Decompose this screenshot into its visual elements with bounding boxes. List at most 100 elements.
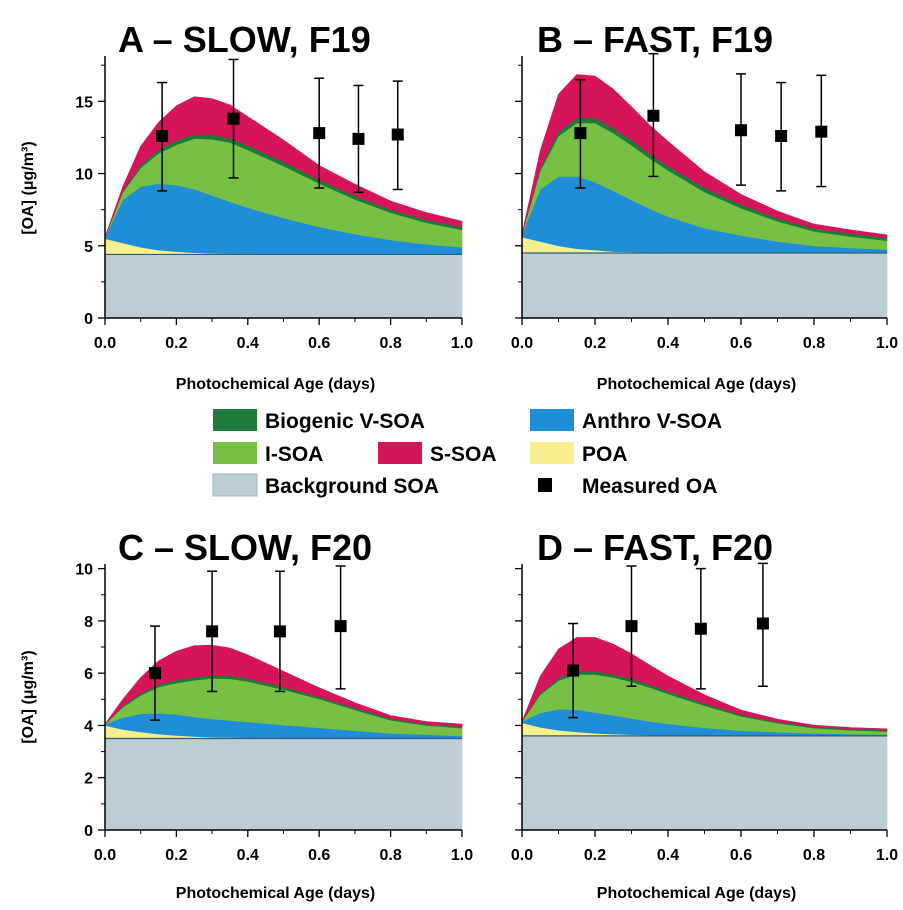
area-s-soa: [104, 96, 463, 238]
measured-oa-series: [574, 52, 828, 192]
stacked-areas: [104, 644, 463, 831]
chart-panel-1: 0 5 10 15 0.0 0.2 0.4 0.6 0.8 1.0 A – SLOW, F19 Pho…: [20, 19, 473, 393]
measured-point: [775, 130, 788, 142]
measured-point: [815, 125, 828, 138]
x-tick-label: 0.0: [511, 847, 533, 864]
y-tick-label: 2: [84, 771, 93, 788]
measured-oa-series: [567, 562, 769, 719]
measured-oa-series: [156, 58, 404, 194]
x-tick-label: 0.4: [237, 335, 259, 352]
x-axis-label: Photochemical Age (days): [176, 885, 375, 902]
legend: Biogenic V-SOA Anthro V-SOA I-SOA S-SOA POA B…: [212, 409, 722, 498]
measured-point: [625, 620, 638, 633]
area-background-soa: [521, 252, 888, 319]
area-s-soa: [521, 637, 888, 731]
area-background-soa: [104, 738, 463, 831]
y-axis-label: [OA] (μg/m³): [20, 650, 37, 743]
panel-title: D – FAST, F20: [537, 527, 773, 568]
stacked-areas: [521, 74, 888, 319]
measured-point: [574, 127, 587, 140]
y-axis-label: [OA] (μg/m³): [20, 141, 37, 234]
measured-point: [313, 127, 326, 140]
x-tick-label: 0.6: [308, 847, 330, 864]
x-tick-label: 0.4: [657, 335, 679, 352]
x-tick-label: 0.8: [379, 847, 401, 864]
measured-point: [273, 625, 286, 638]
x-axis-label: Photochemical Age (days): [176, 376, 375, 393]
x-tick-label: 0.2: [584, 335, 606, 352]
panel-title: B – FAST, F19: [537, 19, 773, 60]
x-axis-label: Photochemical Age (days): [597, 376, 796, 393]
measured-point: [352, 132, 365, 145]
measured-point: [391, 128, 404, 141]
measured-point: [567, 664, 580, 677]
x-tick-label: 0.2: [584, 847, 606, 864]
y-tick-label: 8: [84, 614, 93, 631]
legend-item-background-soa: Background SOA: [212, 473, 439, 498]
measured-point: [694, 622, 707, 635]
chart-panel-3: 0 2 4 6 8 10 0.0 0.2 0.4 0.6 0.8 1.0 C – SLOW, F20 Ph…: [20, 527, 473, 902]
x-tick-label: 0.8: [379, 335, 401, 352]
legend-swatch: [213, 442, 257, 464]
y-tick-label: 0: [84, 823, 93, 840]
x-tick-label: 1.0: [876, 847, 898, 864]
legend-item-anthro-v-soa: Anthro V-SOA: [530, 409, 722, 433]
y-tick-label: 10: [75, 167, 93, 184]
legend-item-biogenic-v-soa: Biogenic V-SOA: [213, 409, 425, 433]
x-tick-label: 0.6: [308, 335, 330, 352]
measured-point: [647, 109, 660, 122]
area-s-soa: [104, 644, 463, 728]
area-background-soa: [521, 735, 888, 831]
x-tick-label: 1.0: [451, 335, 473, 352]
measured-point: [206, 625, 219, 638]
legend-label: Background SOA: [265, 475, 439, 498]
stacked-areas: [104, 96, 463, 319]
x-tick-label: 1.0: [451, 847, 473, 864]
measured-oa-series: [148, 565, 347, 721]
legend-swatch: [530, 442, 574, 464]
x-tick-label: 0.6: [730, 847, 752, 864]
panel-title: A – SLOW, F19: [118, 19, 371, 60]
measured-point: [735, 124, 747, 137]
area-s-soa: [521, 74, 888, 239]
legend-label: Biogenic V-SOA: [265, 410, 425, 433]
area-background-soa: [104, 254, 463, 319]
legend-label: POA: [582, 443, 628, 466]
legend-item-poa: POA: [530, 442, 628, 466]
legend-label: I-SOA: [265, 443, 323, 466]
x-tick-label: 1.0: [876, 335, 898, 352]
x-axis-label: Photochemical Age (days): [597, 885, 796, 902]
legend-label: Measured OA: [582, 475, 717, 498]
measured-point: [334, 620, 347, 633]
legend-label: S-SOA: [430, 443, 497, 466]
measured-point: [756, 617, 769, 630]
legend-item-i-soa: I-SOA: [213, 442, 323, 466]
legend-swatch: [378, 442, 422, 464]
legend-swatch: [213, 409, 257, 431]
x-tick-label: 0.4: [237, 847, 259, 864]
legend-swatch: [212, 473, 258, 497]
x-tick-label: 0.2: [165, 847, 187, 864]
legend-marker: [538, 478, 552, 492]
chart-panel-2: 0.0 0.2 0.4 0.6 0.8 1.0 B – FAST, F19 Photochem…: [511, 19, 898, 393]
x-tick-label: 0.0: [511, 335, 533, 352]
x-tick-label: 0.2: [165, 335, 187, 352]
x-tick-label: 0.4: [657, 847, 679, 864]
y-tick-label: 5: [84, 239, 93, 256]
measured-point: [156, 130, 169, 142]
x-tick-label: 0.0: [94, 847, 116, 864]
y-tick-label: 6: [84, 666, 93, 683]
y-tick-label: 0: [84, 311, 93, 328]
x-tick-label: 0.0: [94, 335, 116, 352]
y-tick-label: 4: [84, 718, 93, 735]
x-tick-label: 0.8: [803, 847, 825, 864]
measured-point: [148, 667, 161, 680]
legend-swatch: [530, 409, 574, 431]
panel-title: C – SLOW, F20: [118, 527, 372, 568]
chart-panel-4: 0.0 0.2 0.4 0.6 0.8 1.0 D – FAST, F20 Photochem…: [511, 527, 898, 902]
measured-point: [227, 112, 240, 125]
y-tick-label: 10: [75, 562, 93, 579]
x-tick-label: 0.6: [730, 335, 752, 352]
legend-label: Anthro V-SOA: [582, 410, 722, 433]
legend-item-measured-oa: Measured OA: [538, 475, 717, 498]
